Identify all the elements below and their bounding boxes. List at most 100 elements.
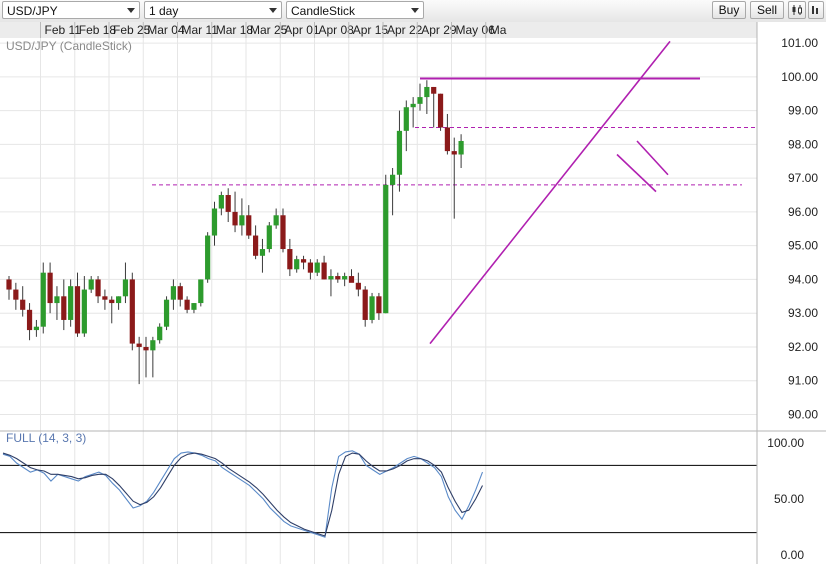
candle-body	[102, 296, 108, 300]
candle-body	[20, 299, 26, 310]
candle	[417, 83, 423, 111]
candles-icon	[792, 5, 802, 15]
candle	[246, 205, 252, 239]
stochastic-line	[2, 452, 483, 537]
candle-body	[6, 279, 12, 290]
candle	[335, 272, 341, 283]
candle-body	[191, 303, 197, 310]
candle-body	[136, 343, 142, 347]
chart-icon-button[interactable]	[788, 1, 806, 19]
date-tick-label: Apr 08	[319, 23, 355, 37]
stochastic-panel	[0, 450, 757, 538]
buy-button[interactable]: Buy	[712, 1, 746, 19]
candle-body	[280, 215, 286, 250]
date-tick-label: Ma	[490, 23, 507, 37]
candle	[198, 279, 204, 307]
candle-body	[198, 279, 204, 304]
date-tick-label: Feb 25	[113, 23, 151, 37]
candle-body	[157, 326, 163, 341]
candle-body	[68, 286, 74, 320]
candle	[424, 80, 430, 114]
candle-body	[342, 276, 348, 280]
timeframe-label: 1 day	[149, 4, 179, 18]
toolbar: USD/JPY 1 day CandleStick Buy Sell	[0, 0, 826, 23]
candle	[74, 272, 81, 337]
candle	[321, 255, 327, 280]
candle	[369, 292, 375, 324]
candle-body	[225, 195, 231, 212]
timeframe-dropdown[interactable]: 1 day	[144, 1, 282, 19]
symbol-dropdown[interactable]: USD/JPY	[2, 1, 140, 19]
candle-body	[170, 286, 176, 300]
candle	[266, 222, 272, 253]
price-chart-title: USD/JPY (CandleStick)	[6, 39, 132, 53]
candle-body	[348, 276, 355, 283]
candle	[191, 303, 197, 314]
candle	[122, 262, 129, 304]
candle-body	[109, 299, 115, 304]
candle	[444, 113, 450, 155]
price-tick-label: 91.00	[788, 374, 818, 388]
candle	[109, 296, 115, 324]
price-tick-label: 98.00	[788, 137, 818, 151]
candle-body	[383, 184, 389, 314]
chart-style-dropdown[interactable]: CandleStick	[286, 1, 424, 19]
candle-body	[410, 103, 416, 108]
candle-body	[26, 309, 33, 331]
bars-icon	[812, 6, 818, 14]
price-tick-label: 94.00	[788, 272, 818, 286]
candle-body	[390, 174, 396, 185]
candle	[280, 208, 286, 253]
candle	[40, 262, 46, 334]
candle-body	[444, 127, 450, 152]
candle-body	[417, 97, 423, 104]
candle	[13, 282, 19, 310]
sell-button[interactable]: Sell	[750, 1, 784, 19]
candle-body	[437, 93, 444, 128]
candle	[355, 272, 361, 297]
candle-body	[184, 299, 190, 310]
settings-button[interactable]	[808, 1, 824, 19]
candle	[102, 289, 108, 310]
candle	[437, 93, 444, 131]
candle	[458, 134, 464, 168]
candle-body	[431, 86, 437, 94]
price-tick-label: 97.00	[788, 171, 818, 185]
candle-body	[362, 289, 368, 320]
candle	[61, 279, 67, 331]
candle-body	[294, 259, 300, 270]
flag-lower-line	[616, 153, 657, 193]
candle-body	[458, 140, 464, 155]
price-tick-label: 96.00	[788, 205, 818, 219]
ascending-trendline	[429, 40, 671, 345]
date-tick-label: Mar 04	[147, 23, 185, 37]
chevron-down-icon	[127, 8, 135, 13]
candle-body	[266, 225, 272, 250]
price-tick-label: 101.00	[781, 36, 818, 50]
candle-body	[143, 346, 149, 351]
candle-body	[246, 215, 252, 236]
chevron-down-icon	[269, 8, 277, 13]
candle	[88, 276, 94, 293]
candle	[342, 272, 348, 287]
candle-body	[33, 326, 39, 331]
candle	[225, 188, 231, 223]
candle-body	[451, 151, 457, 155]
symbol-label: USD/JPY	[7, 4, 58, 18]
candle	[205, 232, 211, 283]
candle	[20, 286, 26, 317]
candle	[150, 336, 156, 378]
candle-body	[355, 282, 361, 290]
candle	[26, 303, 33, 341]
candle	[328, 269, 334, 297]
stochastic-title: FULL (14, 3, 3)	[6, 431, 86, 445]
candle-body	[54, 296, 60, 304]
candle-body	[122, 279, 129, 297]
candle-body	[321, 262, 327, 280]
candle	[163, 296, 170, 331]
chevron-down-icon	[411, 8, 419, 13]
candle-body	[61, 296, 67, 320]
trendline-annotations	[152, 40, 757, 345]
candle-body	[163, 299, 170, 327]
date-tick-label: Feb 18	[79, 23, 117, 37]
